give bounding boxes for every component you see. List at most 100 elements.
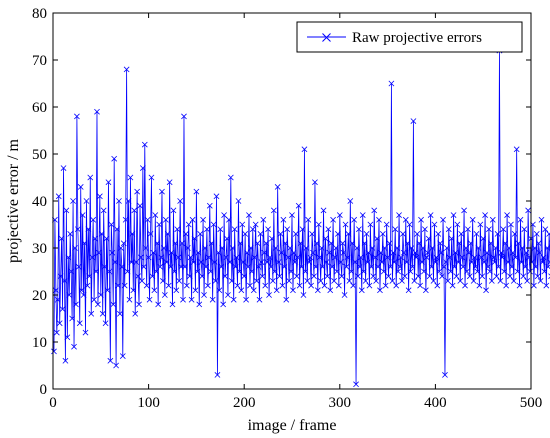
data-point-marker [512, 254, 519, 261]
data-point-marker [405, 287, 412, 294]
data-point-marker [207, 268, 214, 275]
data-point-marker [126, 296, 133, 303]
data-point-marker [184, 245, 191, 251]
data-point-marker [94, 108, 100, 115]
data-point-marker [54, 296, 61, 303]
data-point-marker [413, 254, 420, 261]
data-point-marker [357, 254, 364, 261]
data-point-marker [384, 254, 391, 261]
data-point-marker [435, 231, 442, 237]
data-point-marker [374, 235, 380, 242]
data-point-marker [187, 254, 194, 261]
data-point-marker [339, 240, 346, 247]
data-point-marker [209, 296, 216, 303]
data-point-marker [325, 226, 332, 233]
data-point-marker [79, 212, 86, 218]
data-point-marker [313, 263, 319, 270]
data-point-marker [213, 193, 220, 200]
data-point-marker [163, 259, 170, 265]
data-point-marker [143, 282, 150, 289]
data-point-marker [544, 245, 550, 251]
data-point-marker [498, 249, 505, 256]
data-point-marker [230, 296, 237, 303]
data-point-marker [258, 259, 265, 265]
data-point-marker [179, 240, 185, 247]
data-point-marker [149, 273, 156, 280]
data-point-marker [541, 268, 548, 275]
data-point-marker [543, 282, 550, 289]
data-point-marker [415, 273, 422, 280]
data-point-marker [189, 216, 196, 223]
data-point-marker [523, 249, 530, 256]
data-point-marker [488, 278, 495, 284]
data-point-marker [379, 231, 386, 237]
data-point-marker [182, 263, 188, 270]
data-point-marker [291, 259, 298, 265]
data-point-marker [316, 254, 323, 261]
data-point-marker [385, 273, 392, 280]
data-point-marker [349, 240, 356, 247]
data-point-marker [386, 240, 393, 247]
data-point-marker [468, 259, 475, 265]
data-point-marker [95, 301, 101, 308]
data-point-marker [133, 259, 140, 265]
data-point-marker [225, 292, 231, 298]
data-point-marker [125, 198, 132, 204]
data-point-marker [226, 259, 233, 265]
y-tick-label: 60 [32, 100, 47, 116]
data-point-marker [55, 193, 62, 200]
data-point-marker [533, 231, 540, 237]
data-point-marker [547, 259, 550, 265]
data-point-marker [396, 212, 402, 218]
data-point-marker [135, 273, 141, 280]
data-point-marker [281, 263, 288, 270]
data-point-marker [474, 268, 481, 275]
data-point-marker [442, 372, 448, 378]
data-point-marker [63, 207, 70, 214]
data-point-marker [531, 245, 538, 251]
data-point-marker [99, 310, 106, 317]
data-point-marker [298, 263, 305, 270]
data-point-marker [102, 320, 109, 327]
data-point-marker [131, 207, 138, 214]
data-point-marker [222, 273, 228, 280]
data-point-marker [76, 320, 83, 327]
data-point-marker [530, 282, 537, 289]
x-axis-ticks: 0 100 200 300 400 500 [49, 13, 542, 411]
data-point-marker [235, 198, 242, 204]
data-point-marker [59, 306, 66, 312]
data-point-marker [253, 278, 260, 284]
data-point-marker [502, 240, 509, 247]
y-tick-label: 10 [32, 335, 47, 351]
data-point-marker [197, 231, 204, 237]
data-point-marker [317, 278, 324, 284]
data-point-marker [217, 226, 224, 233]
data-point-marker [183, 282, 190, 289]
data-point-marker [158, 254, 164, 261]
data-point-marker [335, 282, 342, 289]
data-point-marker [478, 254, 485, 261]
data-point-marker [443, 259, 449, 265]
data-point-marker [364, 259, 371, 265]
data-point-marker [195, 249, 202, 256]
data-point-marker [289, 212, 295, 218]
data-point-marker [367, 221, 374, 228]
data-point-marker [529, 259, 535, 265]
data-point-marker [150, 249, 157, 256]
data-point-marker [536, 249, 543, 256]
series-markers [51, 47, 550, 388]
data-point-marker [180, 296, 186, 303]
data-point-marker [400, 231, 406, 237]
data-point-marker [181, 113, 187, 120]
data-point-marker [473, 231, 480, 237]
data-point-marker [421, 226, 428, 233]
data-point-marker [360, 268, 367, 275]
data-point-marker [465, 249, 472, 256]
data-point-marker [211, 259, 218, 265]
data-point-marker [446, 254, 453, 261]
data-point-marker [199, 273, 206, 280]
data-point-marker [539, 259, 546, 265]
x-tick-label: 500 [520, 395, 543, 411]
data-point-marker [344, 254, 351, 261]
